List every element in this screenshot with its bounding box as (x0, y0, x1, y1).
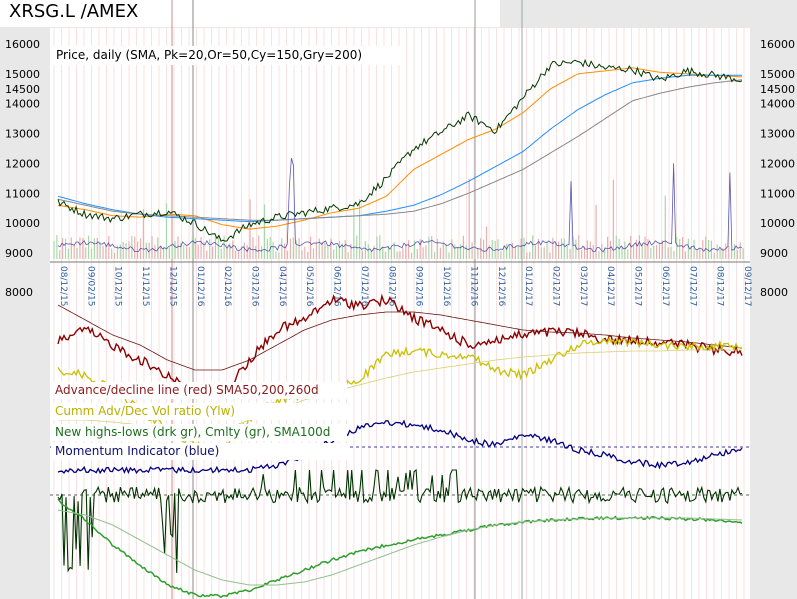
x-tick-label: 04/12/17 (605, 266, 615, 306)
y-tick-label-left: 10000 (5, 217, 40, 230)
x-tick-label: 02/12/16 (222, 266, 232, 307)
legend-adv-dec-vol: Cumm Adv/Dec Vol ratio (Ylw) (51, 403, 347, 420)
y-tick-label-left: 15000 (5, 68, 40, 81)
ad-line (57, 293, 743, 399)
y-tick-label-right: 14500 (760, 83, 795, 96)
title-box: XRSG.L /AMEX (0, 0, 500, 27)
x-tick-label: 09/02/15 (85, 266, 95, 306)
x-tick-label: 02/12/17 (550, 266, 560, 306)
x-tick-label: 05/12/16 (304, 266, 314, 307)
legend-new-highs-lows: New highs-lows (drk gr), Cmlty (gr), SMA… (51, 424, 347, 441)
x-tick-label: 12/12/16 (496, 266, 506, 307)
x-tick-label: 12/12/15 (167, 266, 177, 306)
background-stripes (53, 28, 745, 599)
x-tick-label: 01/12/17 (523, 266, 533, 306)
sma200-line (57, 79, 743, 221)
ad-sma-line (57, 304, 743, 371)
y-tick-label-left: 16000 (5, 38, 40, 51)
plot-background (50, 28, 750, 599)
x-tick-label: 05/12/17 (633, 266, 643, 306)
legend-momentum: Momentum Indicator (blue) (51, 443, 347, 460)
x-tick-label: 08/12/15 (58, 266, 68, 306)
y-tick-label-left: 9000 (5, 247, 33, 260)
y-tick-label-left: 14000 (5, 98, 40, 111)
x-tick-label: 07/12/17 (687, 266, 697, 306)
momentum-line (57, 419, 743, 475)
indicator-label-right: 8000 (760, 286, 788, 299)
y-tick-label-right: 9000 (760, 247, 788, 260)
price-panel-momentum (57, 157, 743, 253)
x-tick-label: 04/12/16 (277, 266, 287, 307)
chart-title: XRSG.L /AMEX (9, 1, 139, 22)
sma100-line (57, 509, 743, 586)
x-tick-label: 06/12/17 (660, 266, 670, 306)
x-tick-label: 08/12/17 (715, 266, 725, 306)
y-tick-label-right: 15000 (760, 68, 795, 81)
x-tick-label: 07/12/16 (359, 266, 369, 307)
legend-ad-line: Advance/decline line (red) SMA50,200,260… (51, 382, 347, 399)
x-tick-label: 08/12/16 (386, 266, 396, 307)
y-tick-label-right: 12000 (760, 157, 795, 170)
y-tick-label-right: 11000 (760, 187, 795, 200)
x-tick-label: 01/12/16 (195, 266, 205, 307)
y-tick-label-right: 14000 (760, 98, 795, 111)
x-tick-label: 11/12/15 (140, 266, 150, 306)
x-tick-label: 09/12/16 (414, 266, 424, 307)
price-legend: Price, daily (SMA, Pk=20,Or=50,Cy=150,Gr… (50, 46, 400, 65)
y-tick-label-left: 11000 (5, 187, 40, 200)
y-tick-label-left: 14500 (5, 83, 40, 96)
sma150-line (57, 74, 742, 223)
y-tick-label-right: 10000 (760, 217, 795, 230)
price-line (57, 58, 743, 242)
y-tick-label-right: 16000 (760, 38, 795, 51)
x-tick-label: 06/12/16 (332, 266, 342, 307)
y-tick-label-right: 13000 (760, 128, 795, 141)
new-highs-lows-line (57, 468, 743, 573)
x-tick-label: 10/12/16 (441, 266, 451, 307)
x-tick-label: 11/12/16 (468, 266, 478, 307)
x-tick-label: 09/12/17 (742, 266, 752, 306)
y-tick-label-left: 12000 (5, 157, 40, 170)
x-tick-label: 03/12/16 (250, 266, 260, 307)
x-tick-label: 03/12/17 (578, 266, 588, 306)
indicator-label-left: 8000 (5, 286, 33, 299)
y-tick-label-left: 13000 (5, 128, 40, 141)
x-tick-label: 10/12/15 (113, 266, 123, 306)
